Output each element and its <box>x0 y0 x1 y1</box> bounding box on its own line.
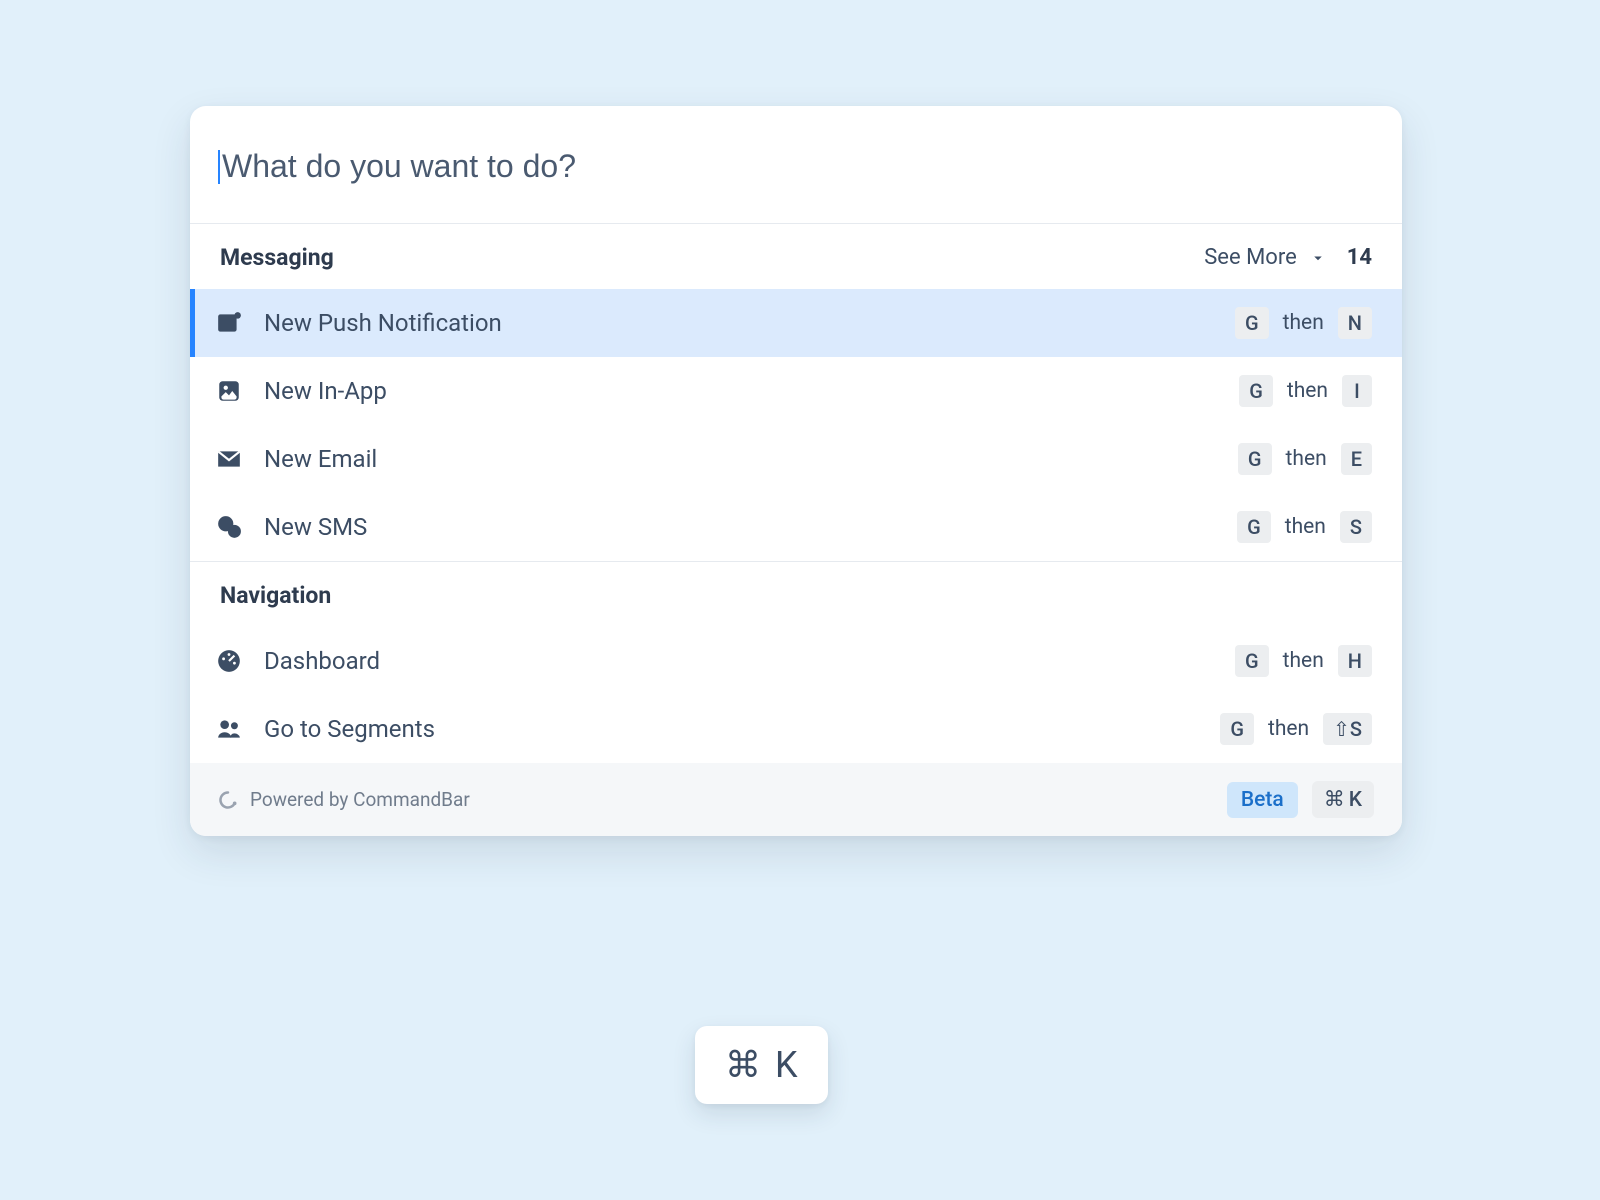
command-palette: Messaging See More 14 New Push Notificat… <box>190 106 1402 836</box>
key: I <box>1342 375 1372 407</box>
command-label: Dashboard <box>264 647 380 675</box>
then-text: then <box>1283 649 1324 673</box>
command-item-new-email[interactable]: New Email G then E <box>190 425 1402 493</box>
shortcut-badge[interactable]: ⌘K <box>1312 781 1374 818</box>
search-input[interactable] <box>222 148 1374 185</box>
section-header-navigation: Navigation <box>190 562 1402 627</box>
key: G <box>1235 307 1269 339</box>
dashboard-icon <box>216 648 242 674</box>
shortcut: G then ⇧S <box>1220 713 1372 745</box>
see-more-label: See More <box>1204 245 1297 270</box>
sms-icon <box>216 514 242 540</box>
cmd-symbol: ⌘ <box>725 1044 761 1086</box>
text-cursor <box>218 150 220 184</box>
email-icon <box>216 446 242 472</box>
inapp-icon <box>216 378 242 404</box>
section-header-messaging: Messaging See More 14 <box>190 224 1402 289</box>
command-label: New SMS <box>264 513 367 541</box>
key: ⇧S <box>1323 713 1372 745</box>
see-more-count: 14 <box>1347 245 1372 270</box>
command-label: New Push Notification <box>264 309 502 337</box>
powered-by: Powered by CommandBar <box>218 788 470 811</box>
see-more-button[interactable]: See More 14 <box>1204 245 1372 270</box>
shortcut: G then I <box>1239 375 1372 407</box>
key: H <box>1338 645 1372 677</box>
shortcut: G then E <box>1238 443 1372 475</box>
command-label: New In-App <box>264 377 387 405</box>
key: E <box>1341 443 1372 475</box>
shortcut-key: K <box>1349 788 1362 812</box>
key: S <box>1340 511 1372 543</box>
key: G <box>1220 713 1254 745</box>
shortcut: G then S <box>1237 511 1372 543</box>
command-item-segments[interactable]: Go to Segments G then ⇧S <box>190 695 1402 763</box>
then-text: then <box>1283 311 1324 335</box>
then-text: then <box>1268 717 1309 741</box>
command-item-dashboard[interactable]: Dashboard G then H <box>190 627 1402 695</box>
segments-icon <box>216 716 242 742</box>
command-item-new-inapp[interactable]: New In-App G then I <box>190 357 1402 425</box>
key: G <box>1238 443 1272 475</box>
shortcut: G then N <box>1235 307 1372 339</box>
key: G <box>1235 645 1269 677</box>
search-area <box>190 106 1402 223</box>
floating-shortcut-pill[interactable]: ⌘ K <box>695 1026 828 1104</box>
key: G <box>1239 375 1273 407</box>
key: N <box>1338 307 1372 339</box>
command-label: Go to Segments <box>264 715 435 743</box>
section-title: Messaging <box>220 244 334 271</box>
then-text: then <box>1286 447 1327 471</box>
shortcut: G then H <box>1235 645 1372 677</box>
command-label: New Email <box>264 445 377 473</box>
beta-badge[interactable]: Beta <box>1227 782 1298 818</box>
then-text: then <box>1287 379 1328 403</box>
chevron-down-icon <box>1309 249 1327 267</box>
palette-footer: Powered by CommandBar Beta ⌘K <box>190 763 1402 836</box>
section-title: Navigation <box>220 582 331 609</box>
powered-by-text: Powered by CommandBar <box>250 788 470 811</box>
cmd-symbol: ⌘ <box>1324 787 1345 812</box>
commandbar-logo-icon <box>218 790 238 810</box>
command-item-new-sms[interactable]: New SMS G then S <box>190 493 1402 561</box>
shortcut-key: K <box>775 1044 798 1086</box>
command-item-new-push[interactable]: New Push Notification G then N <box>190 289 1402 357</box>
key: G <box>1237 511 1271 543</box>
then-text: then <box>1285 515 1326 539</box>
push-icon <box>216 310 242 336</box>
